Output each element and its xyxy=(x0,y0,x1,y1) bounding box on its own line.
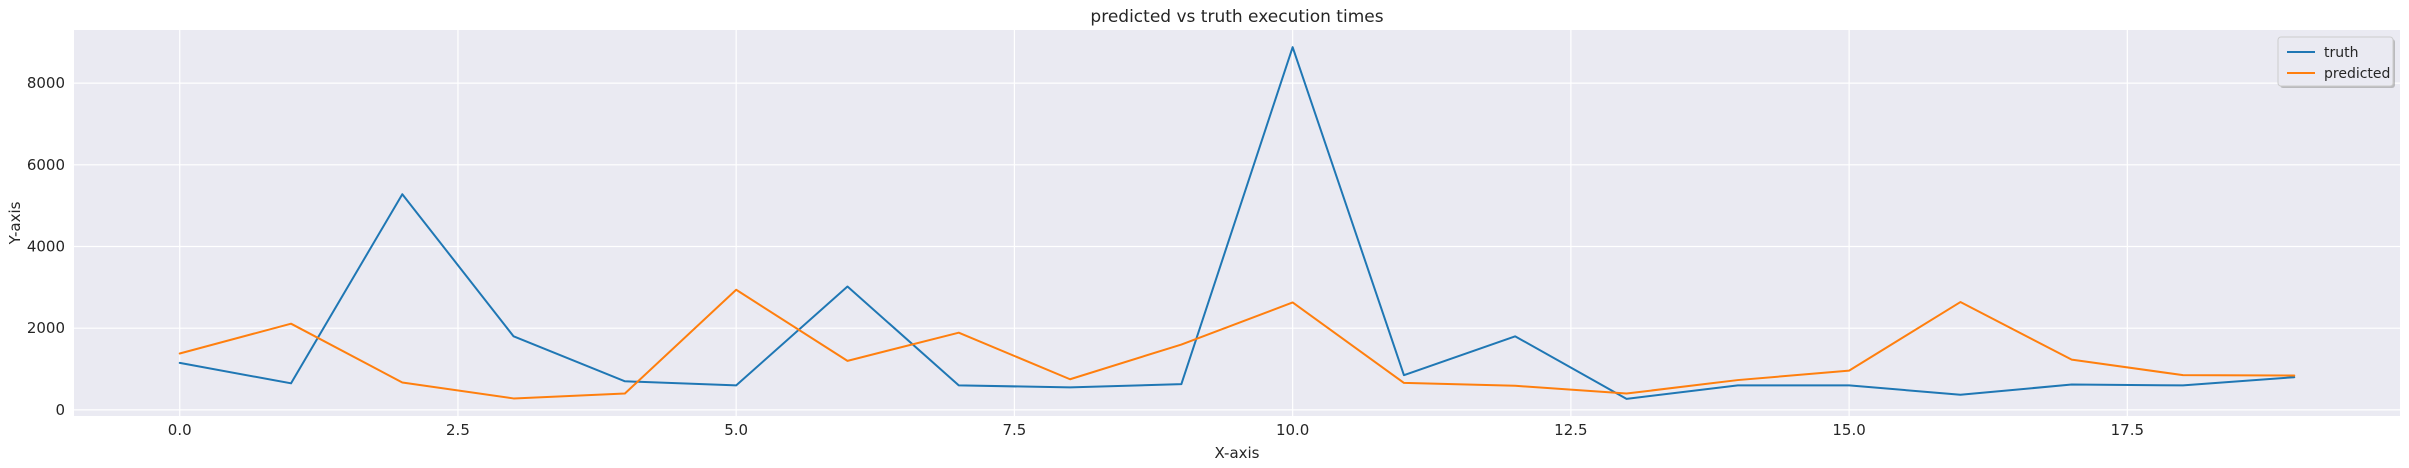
x-tick-label: 17.5 xyxy=(2111,421,2144,439)
legend-label-truth: truth xyxy=(2324,45,2358,61)
x-tick-label: 5.0 xyxy=(724,421,748,439)
x-tick-label: 0.0 xyxy=(168,421,192,439)
x-tick-labels: 0.0 2.5 5.0 7.5 10.0 12.5 15.0 17.5 xyxy=(168,421,2144,439)
legend: truth predicted xyxy=(2277,36,2395,88)
series-line-predicted xyxy=(178,288,2296,400)
plot-background xyxy=(74,30,2400,416)
y-tick-label: 4000 xyxy=(27,237,65,255)
x-tick-label: 7.5 xyxy=(1002,421,1026,439)
y-tick-label: 8000 xyxy=(27,74,65,92)
chart-title: predicted vs truth execution times xyxy=(1090,7,1383,27)
y-axis-label: Y-axis xyxy=(6,201,24,245)
y-tick-label: 6000 xyxy=(27,156,65,174)
y-tick-labels: 0 2000 4000 6000 8000 xyxy=(27,74,65,419)
x-tick-label: 10.0 xyxy=(1276,421,1309,439)
x-tick-label: 15.0 xyxy=(1832,421,1865,439)
legend-label-predicted: predicted xyxy=(2324,66,2390,82)
x-tick-label: 12.5 xyxy=(1554,421,1587,439)
x-axis-label: X-axis xyxy=(1215,444,1260,462)
y-tick-label: 2000 xyxy=(27,319,65,337)
series-line-truth xyxy=(178,46,2296,400)
series-layer xyxy=(178,46,2296,400)
x-tick-label: 2.5 xyxy=(446,421,470,439)
y-tick-label: 0 xyxy=(55,401,65,419)
